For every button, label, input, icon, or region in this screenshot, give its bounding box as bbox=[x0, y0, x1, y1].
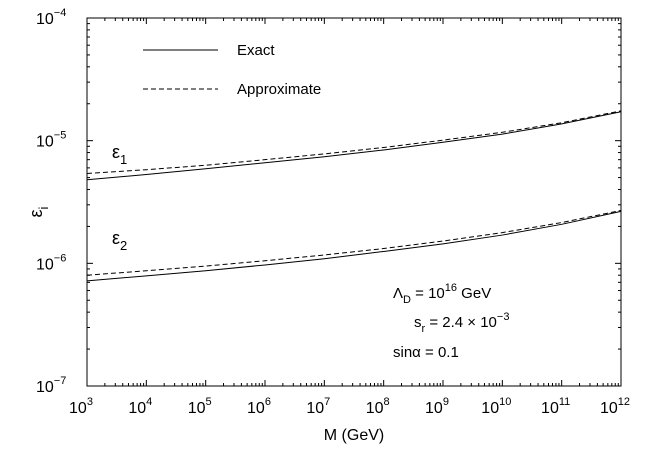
series-layer bbox=[86, 110, 622, 282]
x-tick-label: 107 bbox=[306, 396, 330, 417]
plot-frame bbox=[86, 17, 622, 387]
annotation-sinalpha: sinα = 0.1 bbox=[393, 344, 459, 361]
y-tick-label: 10−7 bbox=[36, 375, 66, 396]
series-eps2-solid bbox=[86, 210, 622, 282]
series-eps1-dashed bbox=[86, 110, 622, 174]
x-tick-label: 103 bbox=[69, 396, 93, 417]
x-tick-label: 106 bbox=[247, 396, 271, 417]
x-axis-label: M (GeV) bbox=[324, 427, 384, 444]
y-tick-label: 10−5 bbox=[36, 130, 66, 151]
y-axis-label: εi bbox=[26, 206, 51, 217]
x-tick-label: 108 bbox=[366, 396, 390, 417]
legend-label-exact: Exact bbox=[237, 42, 275, 59]
y-tick-label: 10−6 bbox=[36, 252, 66, 273]
y-tick-labels: 10−7 10−6 10−5 10−4 bbox=[36, 7, 66, 396]
annotation-sr: sr = 2.4 × 10−3 bbox=[414, 311, 509, 335]
y-tick-label: 10−4 bbox=[36, 7, 66, 28]
series-eps1-solid bbox=[86, 111, 622, 181]
x-tick-labels: 103 104 105 106 107 108 109 1010 1011 1012 bbox=[69, 396, 630, 417]
x-tick-label: 105 bbox=[188, 396, 212, 417]
annotation-lambda: ΛD = 1016 GeV bbox=[393, 282, 491, 306]
legend: Exact Approximate bbox=[143, 42, 321, 98]
curve-label-eps1: ε1 bbox=[112, 142, 127, 167]
x-tick-label: 109 bbox=[425, 396, 449, 417]
x-tick-label: 104 bbox=[128, 396, 152, 417]
legend-label-approximate: Approximate bbox=[237, 81, 321, 98]
x-tick-label: 1010 bbox=[481, 396, 511, 417]
x-tick-label: 1012 bbox=[600, 396, 630, 417]
axis-ticks bbox=[86, 17, 622, 387]
series-eps2-dashed bbox=[86, 209, 622, 276]
x-tick-label: 1011 bbox=[541, 396, 570, 417]
curve-label-eps2: ε2 bbox=[112, 228, 127, 253]
